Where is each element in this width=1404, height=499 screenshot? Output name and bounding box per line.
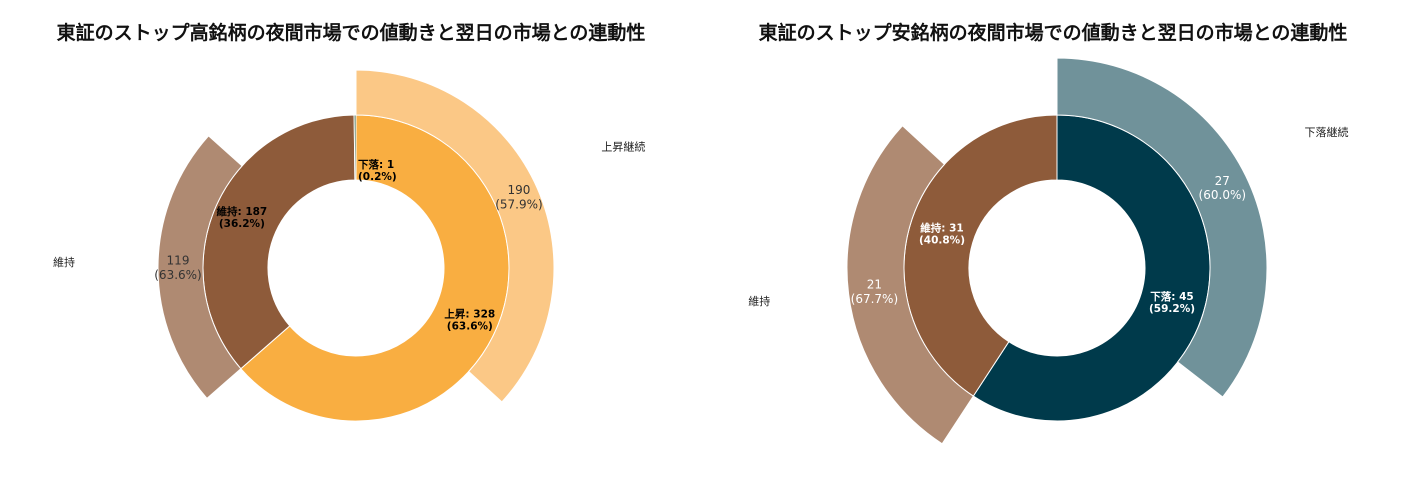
inner-label-1: 維持: 187 (36.2%) — [216, 205, 267, 230]
chart-panel-stop-high: 東証のストップ高銘柄の夜間市場での値動きと翌日の市場との連動性 上昇: 328(… — [53, 22, 646, 422]
outer-category-label-1: 維持 — [53, 255, 75, 269]
outer-category-label-1: 維持 — [748, 294, 770, 308]
outer-slice-1 — [157, 135, 243, 400]
sunburst-chart-stop-low: 下落: 45 (59.2%) 維持: 31 (40.8%) 27 (60.0%) 下落継続 2… — [748, 57, 1349, 445]
outer-slice-1 — [846, 125, 975, 445]
outer-slice-0 — [355, 69, 555, 403]
inner-label-1: 維持: 31 (40.8%) — [919, 222, 965, 247]
inner-label-2: 下落: 1 (0.2%) — [358, 158, 397, 183]
chart-title-stop-high: 東証のストップ高銘柄の夜間市場での値動きと翌日の市場との連動性 — [56, 22, 646, 44]
inner-slice-2 — [353, 114, 357, 181]
chart-panel-stop-low: 東証のストップ安銘柄の夜間市場での値動きと翌日の市場との連動性 下落: 45 (5… — [702, 0, 1404, 499]
outer-slice-0 — [1056, 57, 1268, 398]
sunburst-chart-stop-high: 上昇: 328 (63.6%) 維持: 187 (36.2%) 下落: 1 (0.2%) 1… — [53, 69, 645, 422]
outer-value-label-1: 21 (67.7%) — [851, 277, 898, 305]
outer-category-label-0: 下落継続 — [1305, 125, 1349, 139]
inner-label-0: 上昇: 328 (63.6%) — [444, 308, 495, 333]
chart-title-stop-low: 東証のストップ安銘柄の夜間市場での値動きと翌日の市場との連動性 — [758, 22, 1348, 44]
outer-value-label-0: 27 (60.0%) — [1199, 174, 1246, 202]
outer-value-label-0: 190 (57.9%) — [495, 183, 542, 211]
inner-label-0: 下落: 45 (59.2%) — [1149, 290, 1195, 315]
outer-category-label-0: 上昇継続 — [601, 140, 645, 154]
outer-value-label-1: 119 (63.6%) — [154, 254, 201, 282]
